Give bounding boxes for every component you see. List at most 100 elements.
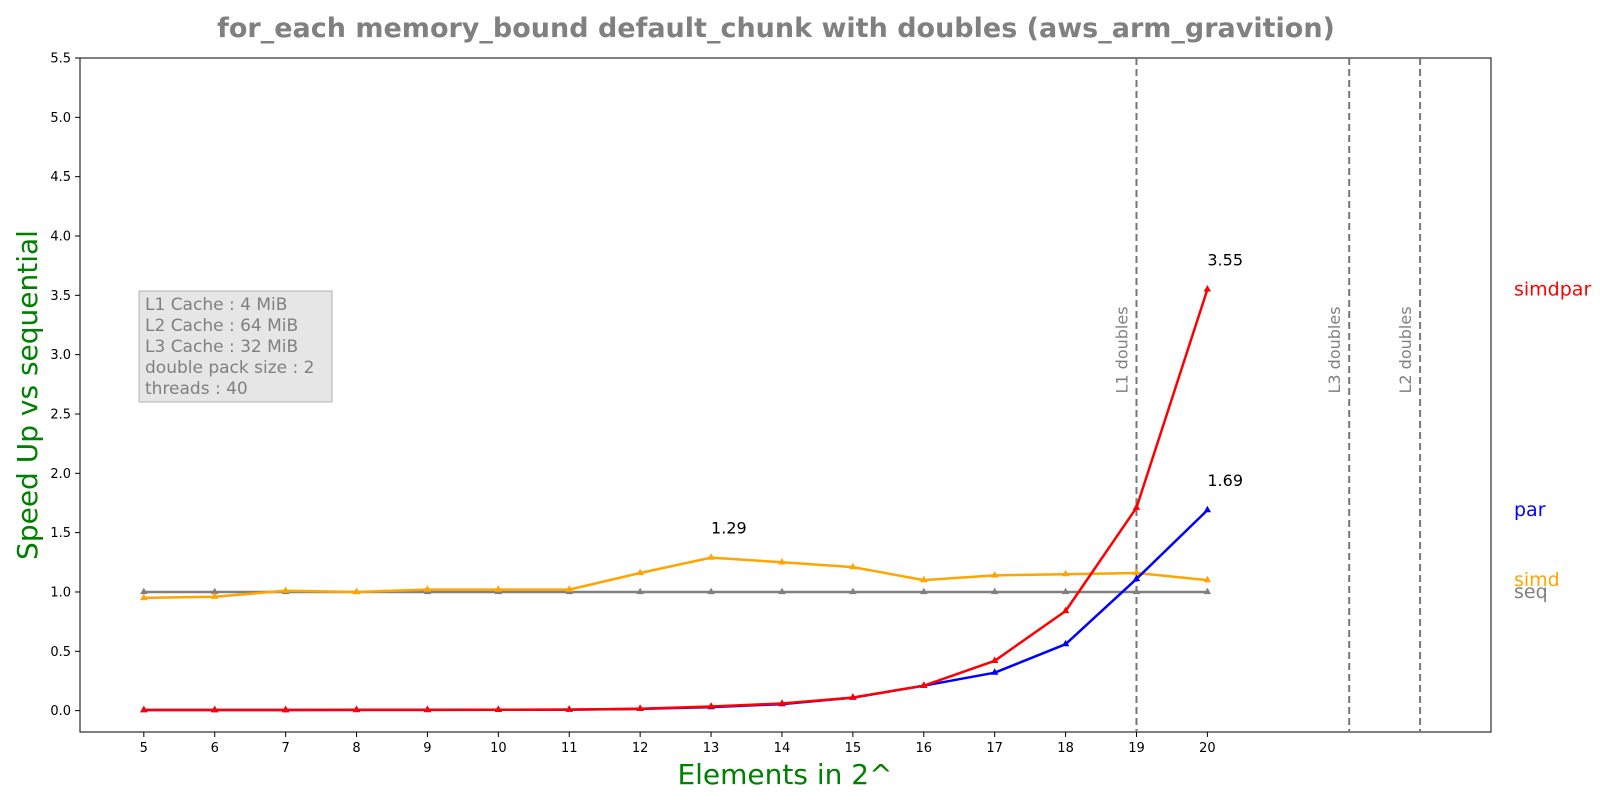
x-tick-label: 10 [490, 741, 507, 756]
data-point-simdpar [1061, 606, 1070, 614]
x-tick-label: 6 [211, 741, 219, 756]
x-tick-label: 13 [703, 741, 720, 756]
series-line-par [143, 509, 1209, 712]
data-point-seq [707, 587, 715, 595]
x-tick-label: 18 [1057, 741, 1074, 756]
data-point-simd [636, 568, 644, 576]
y-tick-label: 5.5 [50, 52, 71, 67]
x-tick-label: 9 [423, 741, 431, 756]
plot-frame [79, 57, 1492, 733]
x-axis-label: Elements in 2^ [677, 758, 892, 791]
x-tick-label: 20 [1199, 741, 1216, 756]
data-point-simdpar [140, 705, 148, 713]
data-point-simdpar [990, 656, 999, 663]
data-point-simdpar [423, 705, 432, 713]
info-line: L1 Cache : 4 MiB [145, 295, 287, 315]
data-point-simdpar [636, 704, 644, 711]
data-point-simd [352, 587, 361, 595]
chart-title: for_each memory_bound default_chunk with… [217, 13, 1335, 44]
data-point-simd [565, 585, 573, 592]
y-tick-label: 1.5 [50, 526, 71, 541]
value-annotation: 3.55 [1207, 250, 1243, 269]
series-label-simdpar: simdpar [1514, 278, 1591, 300]
data-point-par [1132, 574, 1141, 582]
x-tick-label: 17 [986, 741, 1003, 756]
data-point-simdpar [920, 681, 928, 688]
x-tick-label: 14 [774, 741, 791, 756]
y-tick-label: 5.0 [50, 111, 71, 126]
x-axis-ticks: 5 6 7 8 9 10 11 12 13 14 15 16 17 18 19 20 [140, 732, 1216, 756]
y-tick-label: 2.5 [50, 407, 71, 422]
info-box: L1 Cache : 4 MiB L2 Cache : 64 MiB L3 Ca… [138, 290, 333, 403]
info-line: L3 Cache : 32 MiB [145, 337, 298, 357]
y-tick-label: 0.0 [50, 704, 71, 719]
data-point-simdpar [565, 705, 574, 712]
data-point-simdpar [1132, 503, 1141, 510]
y-tick-label: 3.0 [50, 348, 71, 363]
data-point-seq [990, 587, 999, 595]
y-tick-label: 4.0 [50, 229, 71, 244]
data-point-simd [1061, 569, 1070, 577]
data-point-simdpar [281, 705, 290, 713]
series-label-par: par [1514, 499, 1546, 521]
data-point-simd [1203, 575, 1212, 583]
series-label-simd: simd [1514, 569, 1560, 591]
value-annotation: 1.29 [711, 519, 747, 538]
data-point-simdpar [707, 702, 715, 709]
data-point-par [990, 668, 999, 675]
data-point-simd [920, 575, 928, 583]
x-tick-label: 19 [1128, 741, 1145, 756]
info-line: double pack size : 2 [145, 358, 314, 378]
series-label-seq: seq [1514, 581, 1548, 603]
info-box-bg [138, 290, 333, 403]
data-point-simd [990, 571, 999, 578]
data-point-seq [919, 587, 928, 595]
x-tick-label: 8 [352, 741, 360, 756]
data-point-simdpar [778, 699, 786, 706]
x-tick-label: 11 [561, 741, 578, 756]
data-point-seq [1061, 587, 1070, 595]
data-point-seq [1203, 587, 1212, 595]
data-point-simd [281, 586, 290, 593]
cache-line-label: L1 doubles [1112, 306, 1131, 393]
y-tick-label: 4.5 [50, 170, 71, 185]
value-annotations: 1.29 3.55 1.69 [711, 250, 1243, 537]
data-point-seq [849, 587, 857, 595]
data-point-simd [140, 593, 148, 601]
data-point-par [1061, 639, 1070, 647]
data-point-seq [778, 587, 786, 595]
info-line: L2 Cache : 64 MiB [145, 316, 298, 336]
y-tick-label: 1.0 [50, 585, 71, 600]
data-point-simd [707, 553, 715, 560]
data-point-simdpar [494, 705, 503, 712]
value-annotation: 1.69 [1207, 471, 1243, 490]
data-point-simdpar [352, 705, 361, 713]
y-axis-ticks: 0.0 0.5 1.0 1.5 2.0 2.5 3.0 3.5 4.0 4.5 5.0 5.5 [50, 52, 80, 719]
data-point-simd [778, 557, 786, 565]
x-tick-label: 16 [915, 741, 932, 756]
y-tick-label: 2.0 [50, 467, 71, 482]
x-tick-label: 12 [632, 741, 649, 756]
series-lines [140, 285, 1212, 713]
info-line: threads : 40 [145, 379, 248, 399]
data-point-seq [636, 587, 644, 595]
cache-line-label: L3 doubles [1325, 306, 1344, 393]
data-point-simdpar [211, 705, 219, 713]
y-axis-label: Speed Up vs sequential [11, 230, 44, 560]
series-line-simd [143, 556, 1208, 600]
y-tick-label: 3.5 [50, 289, 71, 304]
data-point-par [1203, 505, 1212, 513]
data-point-simd [494, 585, 503, 592]
x-tick-label: 7 [281, 741, 289, 756]
data-point-simd [849, 562, 857, 570]
cache-line-label: L2 doubles [1396, 306, 1415, 393]
data-point-simdpar [1203, 285, 1212, 292]
data-point-simdpar [849, 693, 857, 700]
cache-lines: L1 doubles L3 doubles L2 doubles [1112, 58, 1422, 732]
x-tick-label: 5 [140, 741, 148, 756]
data-point-simd [423, 585, 432, 592]
x-tick-label: 15 [845, 741, 862, 756]
data-point-seq [1132, 587, 1141, 595]
y-tick-label: 0.5 [50, 645, 71, 660]
